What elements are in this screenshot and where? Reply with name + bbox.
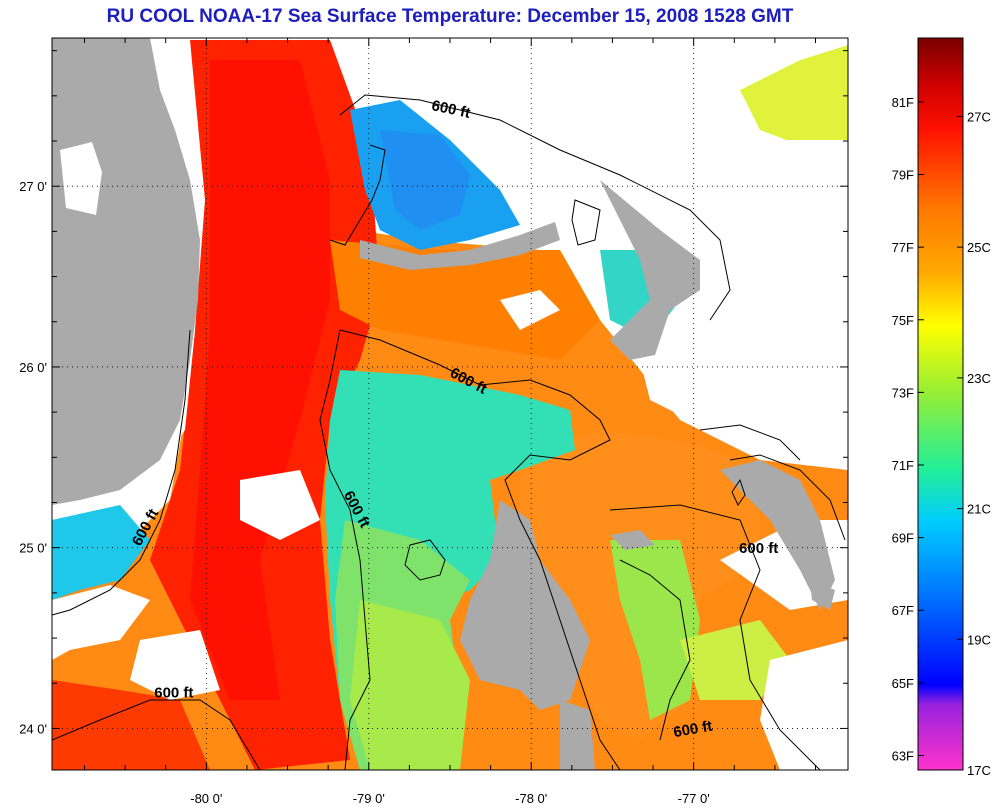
- latitude-label: 26 0': [19, 360, 47, 375]
- contour-600ft: [319, 329, 371, 770]
- sst-bank-greenyellow: [350, 600, 470, 770]
- colorbar-celsius-label: 23C: [967, 371, 991, 386]
- colorbar-fahrenheit-labels: 81F 79F 77F 75F 73F 71F 69F 67F 65F 63F: [892, 95, 924, 763]
- new-providence-island: [610, 530, 655, 550]
- contour-600ft: [404, 539, 446, 581]
- andros-island: [460, 500, 590, 710]
- contour-label-600ft: 600 ft: [739, 540, 778, 557]
- depth-contours: [52, 94, 846, 770]
- graticule: [52, 38, 848, 770]
- latitude-label: 27 0': [19, 179, 47, 194]
- colorbar-fahrenheit-label: 73F: [892, 385, 914, 400]
- contour-600ft: [339, 94, 731, 321]
- map-title: RU COOL NOAA-17 Sea Surface Temperature:…: [106, 6, 794, 27]
- colorbar-bar: [917, 37, 964, 771]
- colorbar-celsius-label: 19C: [967, 632, 991, 647]
- cloud-patch: [240, 470, 320, 540]
- colorbar-fahrenheit-label: 67F: [892, 603, 914, 618]
- contour-600ft: [329, 144, 386, 246]
- cloud-patch: [500, 290, 560, 330]
- cloud-patch: [340, 40, 848, 210]
- colorbar-fahrenheit-label: 63F: [892, 748, 914, 763]
- contour-600ft: [699, 424, 801, 461]
- contour-600ft: [729, 454, 846, 541]
- colorbar-celsius-label: 21C: [967, 502, 991, 517]
- colorbar-celsius-labels: 27C 25C 23C 21C 19C 17C: [957, 109, 991, 778]
- exuma-chain: [810, 580, 835, 610]
- sst-gulfstream-core: [190, 60, 330, 700]
- longitude-label: -77 0': [678, 791, 710, 806]
- sst-yellow-northeast: [740, 45, 848, 145]
- contour-label-600ft: 600 ft: [672, 718, 714, 742]
- colorbar-celsius-label: 17C: [967, 763, 991, 778]
- cloud-patch: [640, 360, 720, 420]
- grand-bahama-island: [360, 222, 560, 270]
- cloud-patch: [690, 140, 848, 470]
- longitude-label: -80 0': [190, 791, 222, 806]
- sst-green-east: [610, 540, 700, 720]
- sst-blue-north-core: [380, 130, 470, 230]
- colorbar-fahrenheit-label: 69F: [892, 531, 914, 546]
- contour-600ft: [52, 699, 261, 770]
- colorbar: 81F 79F 77F 75F 73F 71F 69F 67F 65F 63F 27C 25C 23C…: [892, 37, 991, 778]
- longitude-label: -78 0': [515, 791, 547, 806]
- eleuthera-island: [720, 460, 835, 610]
- sst-orange-north: [330, 240, 600, 360]
- florida-lake-okeechobee-area: [60, 142, 102, 215]
- colorbar-celsius-label: 25C: [967, 240, 991, 255]
- colorbar-fahrenheit-label: 65F: [892, 676, 914, 691]
- land-masses: [52, 38, 835, 770]
- colorbar-fahrenheit-label: 79F: [892, 168, 914, 183]
- contour-600ft: [619, 559, 691, 741]
- cloud-patch: [760, 640, 848, 770]
- sst-cyan-west: [52, 505, 150, 600]
- cloud-patch: [52, 585, 150, 660]
- andros-south: [560, 700, 595, 770]
- map-ticks: [52, 38, 848, 770]
- sst-field: [52, 40, 848, 770]
- longitude-label: -79 0': [353, 791, 385, 806]
- latitude-label: 25 0': [19, 541, 47, 556]
- sst-red-southwest: [52, 680, 210, 770]
- contour-600ft: [52, 329, 191, 616]
- colorbar-fahrenheit-label: 71F: [892, 458, 914, 473]
- contour-600ft: [609, 504, 821, 770]
- latitude-label: 24 0': [19, 721, 47, 736]
- latitude-labels: 24 0' 25 0' 26 0' 27 0': [19, 179, 47, 736]
- sst-yellow-southeast: [680, 620, 790, 700]
- colorbar-celsius-label: 27C: [967, 109, 991, 124]
- colorbar-fahrenheit-label: 75F: [892, 313, 914, 328]
- contour-label-600ft: 600 ft: [154, 685, 193, 702]
- contour-600ft: [731, 478, 746, 506]
- cloud-patch: [130, 630, 220, 700]
- colorbar-fahrenheit-label: 81F: [892, 95, 914, 110]
- contour-600ft: [571, 199, 601, 246]
- contour-600ft: [339, 329, 621, 770]
- longitude-labels: -80 0' -79 0' -78 0' -77 0': [190, 791, 709, 806]
- colorbar-fahrenheit-label: 77F: [892, 240, 914, 255]
- abaco-island: [600, 180, 700, 360]
